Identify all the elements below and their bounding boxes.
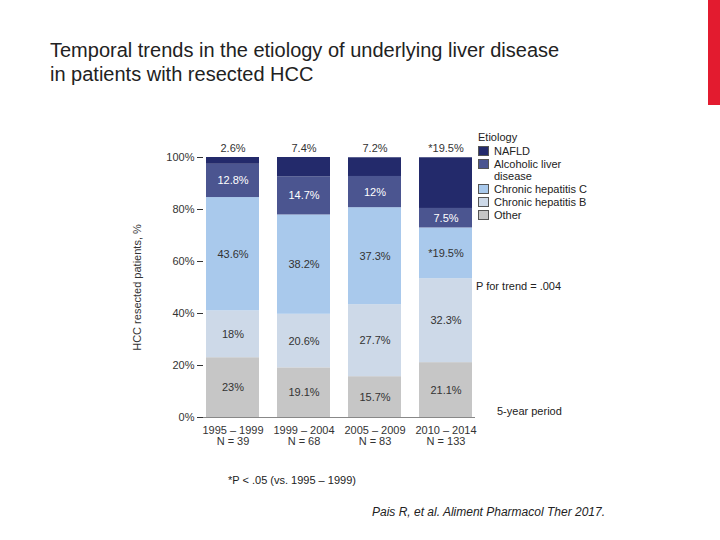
svg-text:1995 – 1999N = 39: 1995 – 1999N = 39 [202,424,263,447]
html-text:Other: Other [494,209,522,221]
svg-text:21.1%: 21.1% [430,384,461,396]
svg-text:60%: 60% [172,255,194,267]
svg-text:18%: 18% [222,328,244,340]
svg-text:7.2%: 7.2% [362,142,387,154]
svg-text:80%: 80% [172,203,194,215]
html-text:5-year period: 5-year period [497,405,562,417]
svg-text:12.8%: 12.8% [217,174,248,186]
html-text:Etiology: Etiology [478,131,518,143]
svg-text:23%: 23% [222,381,244,393]
html-text:NAFLD: NAFLD [494,145,531,157]
svg-text:0%: 0% [179,411,195,423]
svg-text:2010 – 2014N = 133: 2010 – 2014N = 133 [415,424,476,447]
svg-text:15.7%: 15.7% [359,391,390,403]
svg-text:27.7%: 27.7% [359,334,390,346]
html-text:Chronic hepatitis B: Chronic hepatitis B [494,196,587,208]
svg-text:7.5%: 7.5% [433,212,458,224]
html-text:Pais R, et al. Aliment Pharmac: Pais R, et al. Aliment Pharmacol Ther 20… [372,505,605,519]
svg-text:2.6%: 2.6% [220,142,245,154]
svg-text:19.1%: 19.1% [288,386,319,398]
svg-text:1999 – 2004N = 68: 1999 – 2004N = 68 [273,424,334,447]
html-text:*P < .05 (vs. 1995 – 1999): *P < .05 (vs. 1995 – 1999) [228,474,356,486]
svg-text:*19.5%: *19.5% [428,142,464,154]
svg-text:*19.5%: *19.5% [428,247,464,259]
svg-text:43.6%: 43.6% [217,248,248,260]
svg-text:40%: 40% [172,307,194,319]
svg-text:32.3%: 32.3% [430,314,461,326]
svg-text:14.7%: 14.7% [288,189,319,201]
svg-text:12%: 12% [364,186,386,198]
html-text:Temporal trends in the etiolog: Temporal trends in the etiology of under… [50,39,560,85]
svg-text:2005 – 2009N = 83: 2005 – 2009N = 83 [344,424,405,447]
svg-text:HCC resected patients, %: HCC resected patients, % [131,224,143,351]
svg-text:20%: 20% [172,359,194,371]
html-text:P for trend = .004: P for trend = .004 [476,280,562,292]
svg-text:100%: 100% [166,151,194,163]
html-text:Alcoholic liver disease: Alcoholic liver disease [494,158,562,182]
svg-text:37.3%: 37.3% [359,250,390,262]
svg-text:38.2%: 38.2% [288,258,319,270]
html-text:Chronic hepatitis C: Chronic hepatitis C [494,183,587,195]
svg-text:20.6%: 20.6% [288,335,319,347]
svg-text:7.4%: 7.4% [291,142,316,154]
